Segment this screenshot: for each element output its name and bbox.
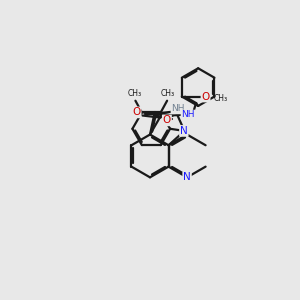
Text: CH₃: CH₃ xyxy=(128,89,142,98)
Text: O: O xyxy=(201,92,210,101)
Text: N: N xyxy=(180,126,188,136)
Text: NH: NH xyxy=(182,110,195,119)
Text: O: O xyxy=(132,107,141,117)
Text: O: O xyxy=(163,116,171,125)
Text: CH₃: CH₃ xyxy=(160,89,175,98)
Text: NH: NH xyxy=(171,104,185,113)
Text: N: N xyxy=(183,172,191,182)
Text: CH₃: CH₃ xyxy=(214,94,228,103)
